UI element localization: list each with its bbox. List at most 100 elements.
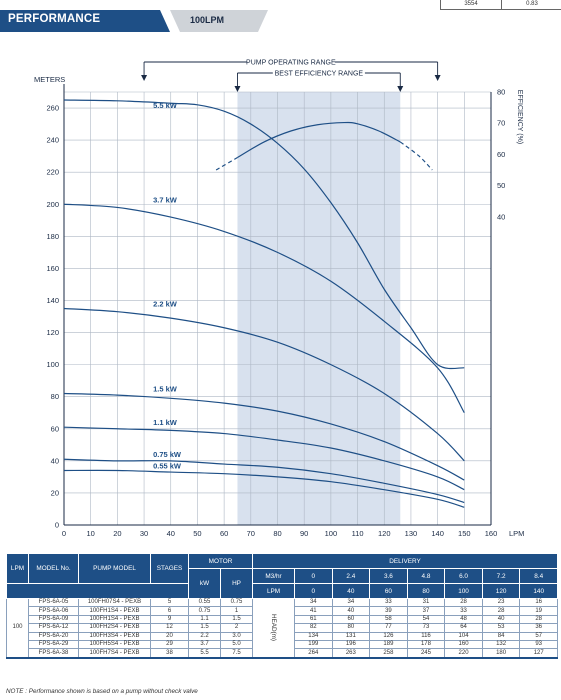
stages-cell: 12 (150, 623, 189, 633)
head-cell: 33 (369, 597, 408, 608)
y-tick-label: 260 (46, 104, 59, 113)
col-hp: HP (219, 568, 254, 599)
y-tick-label: 60 (51, 424, 59, 433)
kw-cell: 1.1 (188, 614, 221, 625)
lpm-value: 40 (331, 583, 371, 599)
lpm-value: 140 (519, 583, 558, 599)
stages-cell: 38 (150, 648, 189, 659)
spec-box-right: 0.83 (526, 1, 538, 7)
hp-cell: 3.0 (219, 631, 254, 641)
section-subtitle: 100LPM (190, 15, 225, 25)
pump-operating-range-arrow-left (141, 75, 148, 81)
table-row: 100 FPS-6A-05 100FH07S4 - PEXB 5 0.55 0.75 HEA… (6, 597, 558, 659)
series-label: 1.5 kW (153, 384, 178, 393)
model-cell: FPS-6A-09 (28, 614, 79, 625)
header-banner (0, 10, 268, 32)
x-tick-label: 20 (113, 529, 121, 537)
head-cell: 54 (406, 614, 446, 625)
hp-cell: 1 (219, 606, 254, 616)
best-efficiency-range-arrow-left (234, 86, 241, 92)
pump-model-cell: 100FH5S4 - PEXB (78, 639, 151, 650)
col-stages: STAGES (150, 553, 189, 584)
x-tick-label: 120 (378, 529, 391, 537)
series-label: 2.2 kW (153, 300, 178, 309)
y-tick-label: 80 (51, 392, 59, 401)
spec-box: 3554 0.83 (440, 0, 561, 10)
head-cell: 61 (294, 614, 333, 625)
hp-cell: 1.5 (219, 614, 254, 625)
col-lpm: LPM (6, 553, 29, 584)
series-label: 1.1 kW (153, 418, 178, 427)
x-axis-unit: LPM (509, 529, 524, 537)
series-label: 0.55 kW (153, 461, 182, 470)
y-tick-label: 200 (46, 200, 59, 209)
y-tick-label: 120 (46, 328, 59, 337)
hp-cell: 7.5 (219, 648, 254, 659)
lpm-value: 80 (406, 583, 446, 599)
y-tick-label: 0 (55, 521, 59, 530)
pump-model-cell: 100FH1S4 - PEXB (78, 614, 151, 625)
pump-operating-range-label: PUMP OPERATING RANGE (246, 60, 336, 67)
head-cell: 180 (481, 648, 521, 659)
lpm-value: 0 (294, 583, 333, 599)
head-cell: 189 (369, 639, 408, 650)
col-lpm-row: LPM (252, 583, 296, 599)
table-row: FPS-6A-20 100FH3S4 - PEXB 20 2.2 3.0 134 131 12… (7, 631, 558, 641)
kw-cell: 1.5 (188, 623, 221, 633)
x-tick-label: 0 (62, 529, 66, 537)
pump-model-cell: 100FH07S4 - PEXB (78, 597, 151, 608)
m3hr-value: 2.4 (331, 568, 371, 584)
series-line (63, 203, 465, 414)
y-tick-label: 40 (51, 456, 59, 465)
head-cell: 53 (481, 623, 521, 633)
head-cell: 33 (444, 606, 483, 616)
series-line (63, 469, 465, 508)
head-cell: 28 (481, 606, 521, 616)
head-cell: 199 (294, 639, 333, 650)
table-row: FPS-6A-29 100FH5S4 - PEXB 29 3.7 5.0 199 196 18… (7, 639, 558, 650)
x-tick-label: 10 (87, 529, 95, 537)
y-tick-label: 100 (46, 360, 59, 369)
header-filler (6, 583, 189, 599)
model-cell: FPS-6A-12 (28, 623, 79, 633)
head-cell: 19 (519, 606, 558, 616)
x-tick-label: 70 (247, 529, 255, 537)
hp-cell: 0.75 (219, 597, 254, 608)
head-cell: 60 (331, 614, 371, 625)
head-cell: 23 (481, 597, 521, 608)
x-tick-label: 60 (220, 529, 228, 537)
x-tick-label: 40 (167, 529, 175, 537)
head-cell: 84 (481, 631, 521, 641)
pump-model-cell: 100FH3S4 - PEXB (78, 631, 151, 641)
table-row: FPS-6A-09 100FH1S4 - PEXB 9 1.1 1.5 61 60 58 54 4… (7, 614, 558, 625)
y2-tick-label: 80 (497, 88, 505, 97)
head-cell: 48 (444, 614, 483, 625)
y2-tick-label: 50 (497, 181, 505, 190)
pump-model-cell: 100FH2S4 - PEXB (78, 623, 151, 633)
head-cell: 127 (519, 648, 558, 659)
m3hr-value: 4.8 (406, 568, 446, 584)
y2-tick-label: 70 (497, 119, 505, 128)
head-cell: 132 (481, 639, 521, 650)
y-tick-label: 20 (51, 488, 59, 497)
x-tick-label: 130 (405, 529, 418, 537)
pump-model-cell: 100FH7S4 - PEXB (78, 648, 151, 659)
y2-tick-label: 60 (497, 150, 505, 159)
efficiency-curve-dashed-left (215, 157, 238, 171)
stages-cell: 20 (150, 631, 189, 641)
head-cell: 82 (294, 623, 333, 633)
x-tick-label: 150 (458, 529, 471, 537)
head-cell: 34 (331, 597, 371, 608)
kw-cell: 2.2 (188, 631, 221, 641)
hp-cell: 5.0 (219, 639, 254, 650)
lpm-value: 120 (481, 583, 521, 599)
head-cell: 40 (481, 614, 521, 625)
x-tick-label: 100 (325, 529, 338, 537)
performance-chart: 0 10 20 30 40 50 60 70 80 90 100 110 120 130 140 150 160… (34, 60, 524, 538)
spec-box-left: 3554 (441, 0, 502, 9)
col-m3hr: M3/hr (252, 568, 296, 584)
m3hr-value: 8.4 (519, 568, 558, 584)
head-cell: 131 (331, 631, 371, 641)
head-cell: 258 (369, 648, 408, 659)
head-cell: 16 (519, 597, 558, 608)
